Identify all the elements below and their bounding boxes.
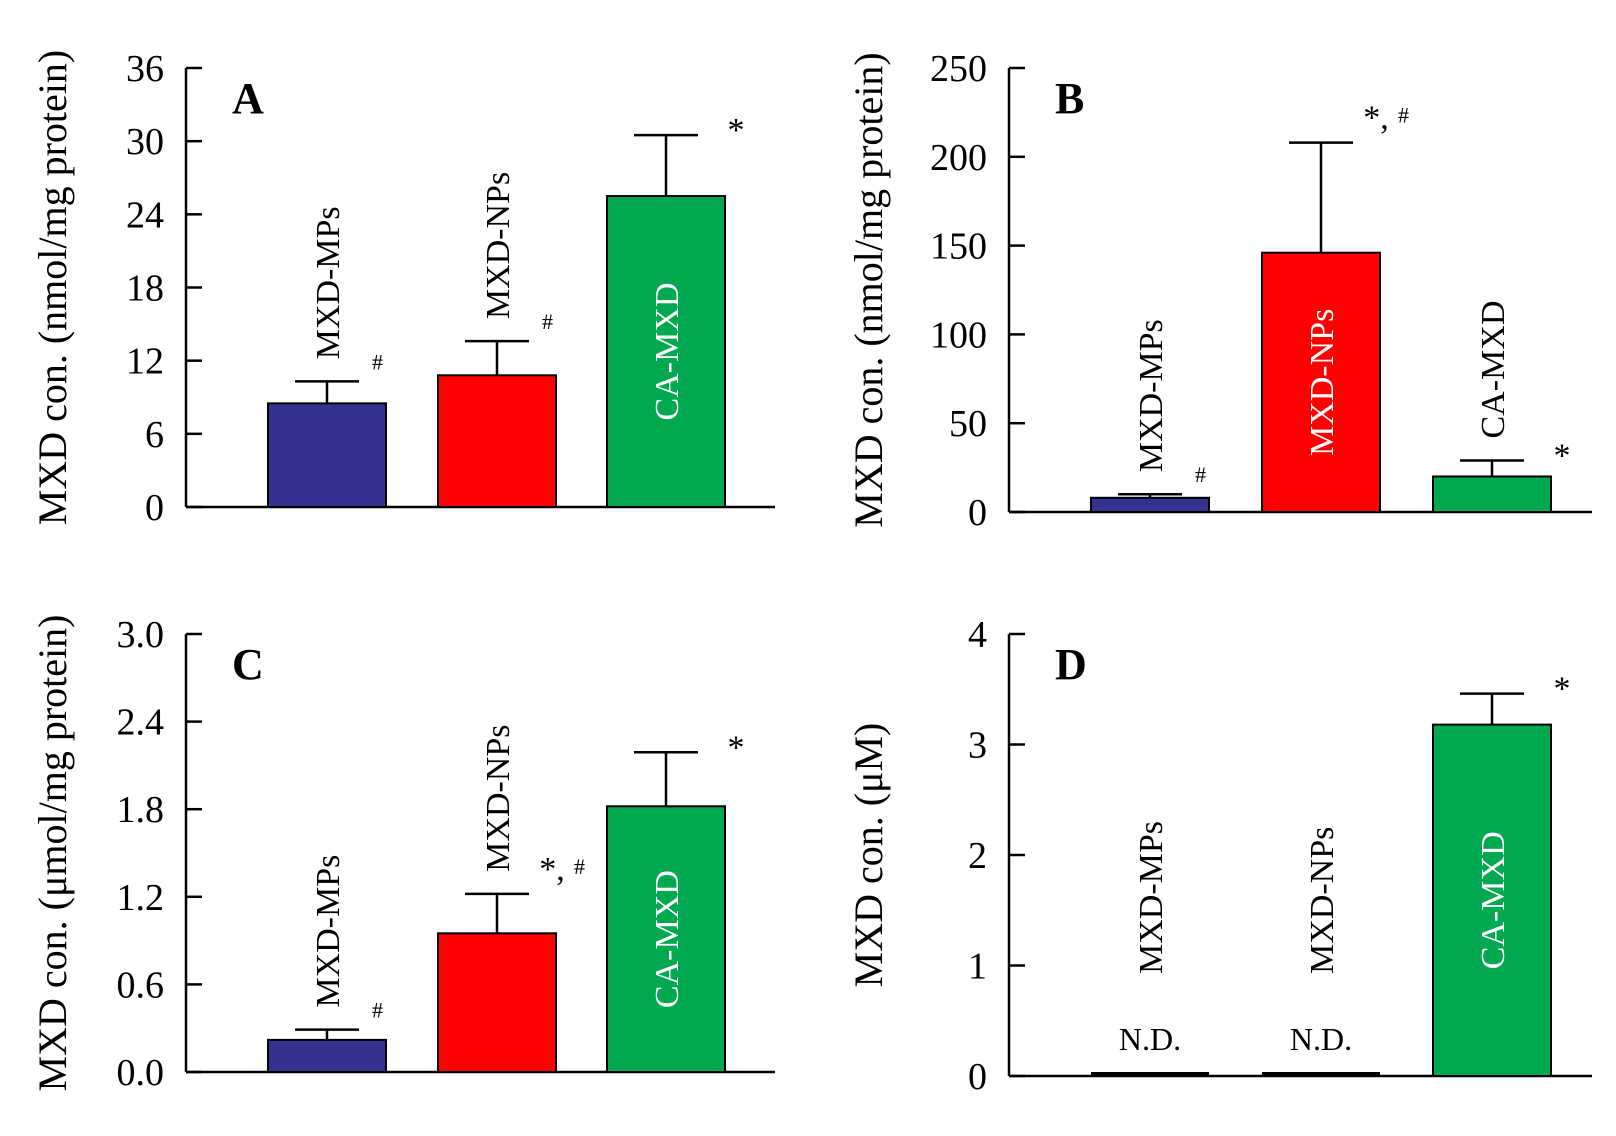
panel-a: 0 6 12 18 24 30 36 MXD con. (nmol/mg protein) A #… — [30, 48, 775, 529]
bar — [1432, 723, 1552, 1077]
y-tick-label: 0 — [968, 1056, 987, 1098]
bar — [437, 374, 557, 508]
bar — [437, 932, 557, 1073]
bar-category-label: MXD-NPs — [1304, 827, 1341, 974]
bar-group-mxd-mps: # MXD-MPs — [267, 855, 387, 1074]
bar-category-label: CA-MXD — [1475, 301, 1512, 439]
y-tick-label: 250 — [930, 48, 987, 90]
not-detected-label: N.D. — [1119, 1021, 1181, 1057]
y-axis-title: MXD con. (nmol/mg protein) — [846, 52, 891, 528]
y-tick-label: 4 — [968, 614, 987, 656]
panel-letter: B — [1055, 74, 1084, 123]
bar-group-mxd-nps: *, # MXD-NPs — [437, 725, 585, 1073]
bar-group-mxd-nps: N.D. MXD-NPs — [1262, 827, 1380, 1076]
significance-star: * — [728, 112, 745, 149]
y-tick-label: 1.8 — [117, 789, 165, 831]
significance-star: *, — [539, 851, 565, 888]
significance-hash: # — [372, 349, 383, 374]
bar-category-label: CA-MXD — [649, 870, 686, 1008]
bar-group-mxd-mps: N.D. MXD-MPs — [1091, 821, 1209, 1076]
y-tick-label: 0 — [145, 487, 164, 529]
y-tick-label: 100 — [930, 314, 987, 356]
bar-category-label: MXD-NPs — [1304, 309, 1341, 456]
bar-category-label: MXD-NPs — [480, 172, 517, 319]
y-tick-label: 1.2 — [117, 877, 165, 919]
y-tick-label: 0 — [968, 492, 987, 534]
y-tick-label: 1 — [968, 946, 987, 988]
panel-b: 0 50 100 150 200 250 MXD con. (nmol/mg protein… — [846, 48, 1592, 534]
panel-c: 0.0 0.6 1.2 1.8 2.4 3.0 MXD con. (μmol/mg prot… — [30, 614, 775, 1094]
significance-star: * — [1554, 437, 1571, 474]
bar-group-mxd-mps: # MXD-MPs — [1090, 319, 1210, 513]
y-tick-label: 0.6 — [117, 964, 165, 1006]
y-axis-title: MXD con. (nmol/mg protein) — [30, 50, 75, 526]
y-tick-label: 2 — [968, 835, 987, 877]
bar-group-ca-mxd: * CA-MXD — [606, 112, 745, 509]
significance-star: * — [1554, 671, 1571, 708]
panel-letter: C — [232, 640, 264, 689]
y-tick-label: 18 — [126, 268, 164, 310]
bar-baseline — [1262, 1072, 1380, 1076]
y-axis-title: MXD con. (μM) — [846, 723, 891, 988]
bar — [267, 1038, 387, 1074]
panel-letter: D — [1055, 640, 1087, 689]
y-tick-label: 200 — [930, 137, 987, 179]
bar — [606, 195, 726, 509]
significance-hash: # — [542, 309, 553, 334]
bar-category-label: MXD-MPs — [1133, 319, 1170, 472]
bar — [606, 805, 726, 1074]
bar — [267, 402, 387, 509]
y-tick-label: 6 — [145, 414, 164, 456]
y-tick-label: 30 — [126, 121, 164, 163]
bar-category-label: MXD-MPs — [310, 206, 347, 359]
bar-group-ca-mxd: * CA-MXD — [606, 729, 745, 1074]
y-tick-label: 150 — [930, 226, 987, 268]
bar-group-ca-mxd: * CA-MXD — [1432, 301, 1571, 514]
bar-group-mxd-mps: # MXD-MPs — [267, 206, 387, 509]
bar-group-mxd-nps: # MXD-NPs — [437, 172, 557, 508]
significance-hash: # — [372, 998, 383, 1023]
y-tick-label: 36 — [126, 48, 164, 90]
y-tick-label: 12 — [126, 341, 164, 383]
bar-category-label: MXD-NPs — [480, 725, 517, 872]
bar-baseline — [1091, 1072, 1209, 1076]
not-detected-label: N.D. — [1290, 1021, 1352, 1057]
y-tick-label: 3.0 — [117, 614, 165, 656]
y-tick-label: 0.0 — [117, 1052, 165, 1094]
bar-group-mxd-nps: *, # MXD-NPs — [1261, 100, 1409, 513]
bar — [1432, 475, 1552, 514]
significance-hash: # — [574, 854, 585, 879]
y-axis-title: MXD con. (μmol/mg protein) — [30, 615, 75, 1092]
bar-category-label: MXD-MPs — [1133, 821, 1170, 974]
y-tick-label: 24 — [126, 194, 164, 236]
bar — [1090, 496, 1210, 513]
bar-group-ca-mxd: * CA-MXD — [1432, 671, 1571, 1077]
y-tick-label: 3 — [968, 725, 987, 767]
panel-letter: A — [232, 74, 264, 123]
y-tick-label: 50 — [949, 403, 987, 445]
bar — [1261, 251, 1381, 513]
significance-hash: # — [1398, 103, 1409, 128]
bar-category-label: CA-MXD — [649, 283, 686, 421]
bar-category-label: MXD-MPs — [310, 855, 347, 1008]
bar-category-label: CA-MXD — [1475, 831, 1512, 969]
panel-d: 0 1 2 3 4 MXD con. (μM) D N.D. MXD-MPs N.D. MXD-NP… — [846, 614, 1592, 1098]
significance-star: *, — [1363, 100, 1389, 137]
significance-star: * — [728, 729, 745, 766]
y-tick-label: 2.4 — [117, 702, 165, 744]
significance-hash: # — [1195, 462, 1206, 487]
